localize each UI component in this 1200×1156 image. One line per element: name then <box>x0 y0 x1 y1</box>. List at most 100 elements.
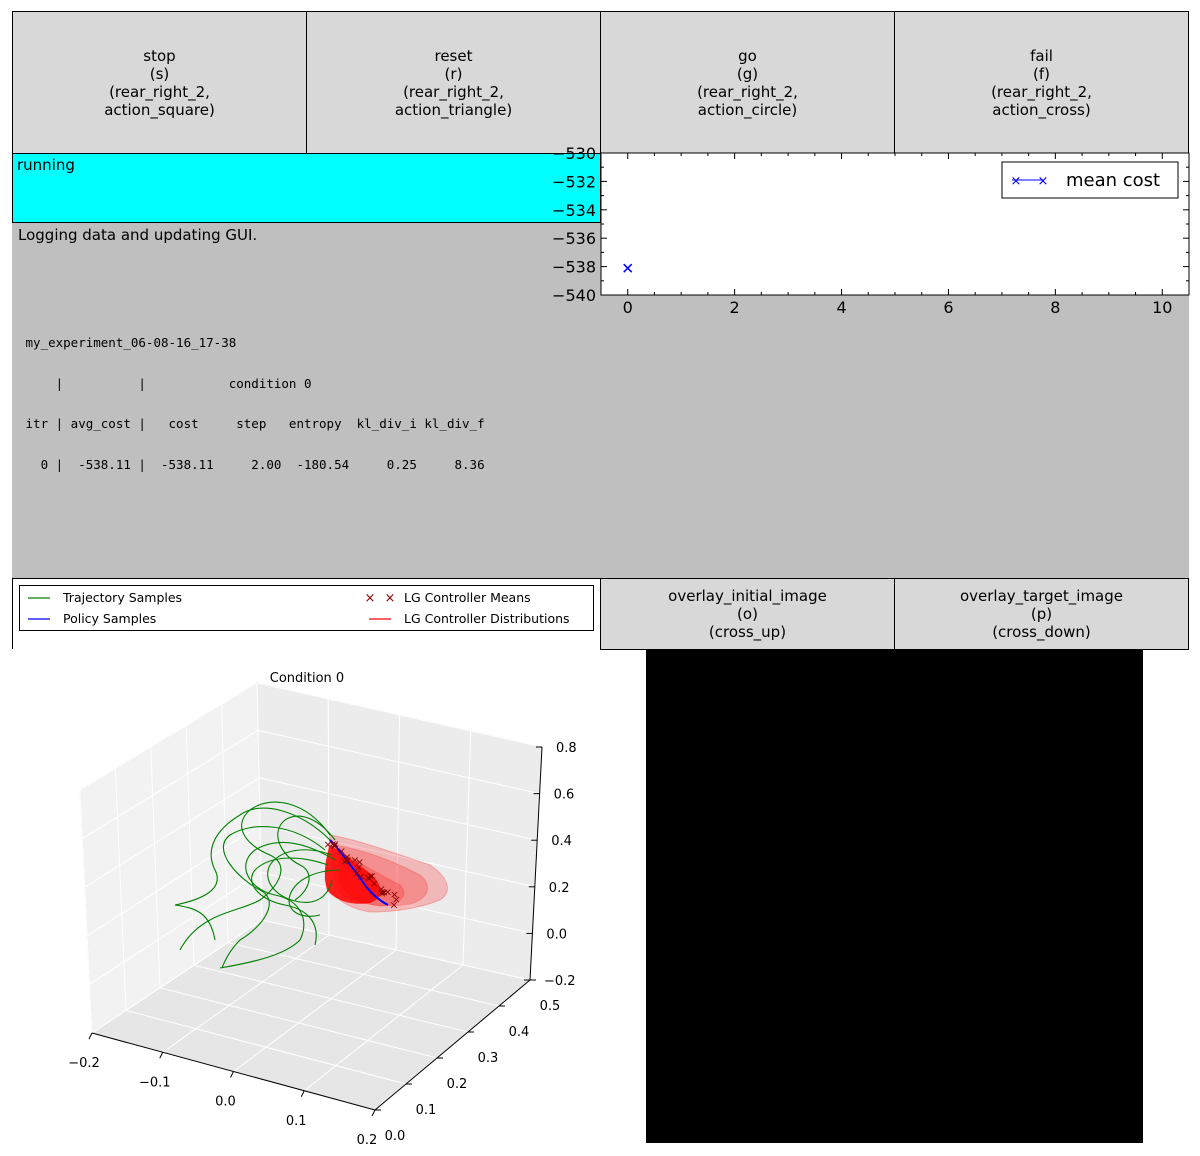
plot3d-zgrid-left <box>79 682 258 791</box>
plot3d-zgrid-left <box>89 872 262 985</box>
plot3d-y-axis <box>374 979 531 1111</box>
plot3d-ytick-label: 0.5 <box>540 999 561 1014</box>
lg-mean-marker: × <box>356 870 365 883</box>
legend-trajectory-label: Trajectory Samples <box>63 590 183 605</box>
plot3d-xtick-label: 0.0 <box>215 1095 236 1110</box>
plot3d-xtick-label: −0.2 <box>68 1056 100 1071</box>
lg-mean-marker: × <box>383 885 392 898</box>
plot3d-ygrid-left <box>256 682 263 921</box>
plot3d-ygrid-floor <box>261 919 531 981</box>
plot3d-ytick-label: 0.0 <box>385 1129 406 1144</box>
cost-ytick-label: −536 <box>552 229 596 248</box>
overlay-initial-image-button[interactable]: overlay_initial_image (o) (cross_up) <box>600 578 895 650</box>
cost-xtick-label: 10 <box>1152 298 1172 317</box>
status-bar: running <box>12 153 601 223</box>
plot3d-ygrid-left <box>185 725 195 966</box>
overlay-target-image-button[interactable]: overlay_target_image (p) (cross_down) <box>894 578 1189 650</box>
plot3d-ztick-label: 0.6 <box>554 788 575 803</box>
go-device: (rear_right_2, <box>697 82 798 101</box>
lg-mean-marker: × <box>330 838 339 851</box>
table-line: itr | avg_cost | cost step entropy kl_di… <box>18 416 485 431</box>
cost-xtick-label: 4 <box>836 298 846 317</box>
lg-mean-marker: × <box>343 854 352 867</box>
table-line: 0 | -538.11 | -538.11 2.00 -180.54 0.25 … <box>18 456 485 472</box>
lg-mean-marker: × <box>330 840 339 853</box>
go-button[interactable]: go (g) (rear_right_2, action_circle) <box>600 11 895 154</box>
reset-action: action_triangle) <box>394 100 513 119</box>
plot3d-xtick <box>88 1032 93 1040</box>
cost-ytick-label: −530 <box>552 144 596 163</box>
plot3d-xgrid-floor <box>233 949 397 1072</box>
plot3d-ygrid-left <box>221 704 229 943</box>
plot3d-xtick <box>371 1109 376 1117</box>
cost-legend-label: mean cost <box>1066 170 1160 191</box>
overlay-target-label: overlay_target_image <box>959 587 1123 605</box>
legend-means-swatch-1: × <box>365 591 376 606</box>
lg-mean-marker: × <box>377 883 386 896</box>
plot3d-ytick-label: 0.1 <box>416 1103 437 1118</box>
reset-key: (r) <box>444 64 463 83</box>
overlay-initial-label: overlay_initial_image <box>668 587 827 605</box>
plot3d-ygrid-floor <box>193 964 469 1033</box>
go-action: action_circle) <box>697 100 798 119</box>
stop-device: (rear_right_2, <box>109 82 210 101</box>
plot3d-ygrid-left <box>79 789 93 1034</box>
cost-plot: −530 −532 −534 −536 −538 −540 0 2 4 6 8 10 × × mea… <box>552 144 1190 317</box>
fail-button[interactable]: fail (f) (rear_right_2, action_cross) <box>894 11 1189 154</box>
fail-label: fail <box>1030 46 1053 65</box>
cost-xtick-label: 8 <box>1050 298 1060 317</box>
lg-mean-marker: × <box>350 853 359 866</box>
lg-mean-marker: × <box>354 861 363 874</box>
lg-controller-means: ×××××××××××××××××××××××××××× <box>323 837 400 911</box>
lg-mean-marker: × <box>355 856 364 869</box>
lg-mean-marker: × <box>364 871 373 884</box>
cost-legend-marker-2: × <box>1038 174 1049 189</box>
fail-action: action_cross) <box>992 100 1091 119</box>
image-visualizer <box>646 650 1143 1143</box>
plot3d-zgrid-left <box>86 824 261 937</box>
legend-policy-label: Policy Samples <box>63 611 157 626</box>
lg-mean-marker: × <box>390 888 399 901</box>
lg-mean-marker: × <box>377 886 386 899</box>
plot3d-xtick <box>300 1090 305 1097</box>
lg-mean-marker: × <box>340 855 349 868</box>
lg-mean-marker: × <box>330 839 339 852</box>
plot3d-xgrid-floor <box>303 964 464 1092</box>
stop-key: (s) <box>149 64 170 83</box>
go-label: go <box>738 46 757 65</box>
trajectory-legend: × × Trajectory Samples Policy Samples LG… <box>19 585 594 631</box>
plot3d-ztick-label: 0.0 <box>546 927 567 942</box>
legend-dist-label: LG Controller Distributions <box>404 611 570 626</box>
table-line: | | condition 0 <box>18 375 312 391</box>
cost-xtick-label: 6 <box>943 298 953 317</box>
plot3d-xtick-label: −0.1 <box>139 1075 171 1090</box>
plot3d-xgrid-floor <box>91 919 263 1034</box>
legend-means-swatch-2: × <box>385 591 396 606</box>
lg-mean-marker: × <box>365 872 374 885</box>
overlay-target-action: (cross_down) <box>992 623 1091 641</box>
reset-device: (rear_right_2, <box>403 82 504 101</box>
stop-button[interactable]: stop (s) (rear_right_2, action_square) <box>12 11 307 154</box>
plot3d-ygrid-left <box>150 747 161 988</box>
cost-ytick-label: −538 <box>552 258 596 277</box>
reset-button[interactable]: reset (r) (rear_right_2, action_triangle) <box>306 11 601 154</box>
cost-point <box>623 263 633 273</box>
lg-mean-marker: × <box>342 854 351 867</box>
plot3d-xtick-label: 0.1 <box>286 1114 307 1129</box>
lg-mean-marker: × <box>328 837 337 850</box>
cost-xtick-label: 0 <box>623 298 633 317</box>
lg-mean-marker: × <box>389 899 398 912</box>
trajectory-samples <box>174 801 341 969</box>
legend-symbols: × × <box>28 591 396 620</box>
plot3d-ygrid-floor <box>125 1009 407 1085</box>
plot3d-ztick-label: −0.2 <box>544 974 576 989</box>
lg-mean-marker: × <box>366 869 375 882</box>
plot3d-xtick <box>159 1052 164 1059</box>
plot3d-xtick-label: 0.2 <box>357 1133 378 1148</box>
policy-samples <box>329 839 389 906</box>
plot3d-title: Condition 0 <box>270 671 344 686</box>
reset-label: reset <box>434 46 473 65</box>
plot3d-ytick-label: 0.2 <box>447 1077 468 1092</box>
cost-legend: × × mean cost <box>1001 161 1179 199</box>
lg-controller-core <box>324 845 381 904</box>
